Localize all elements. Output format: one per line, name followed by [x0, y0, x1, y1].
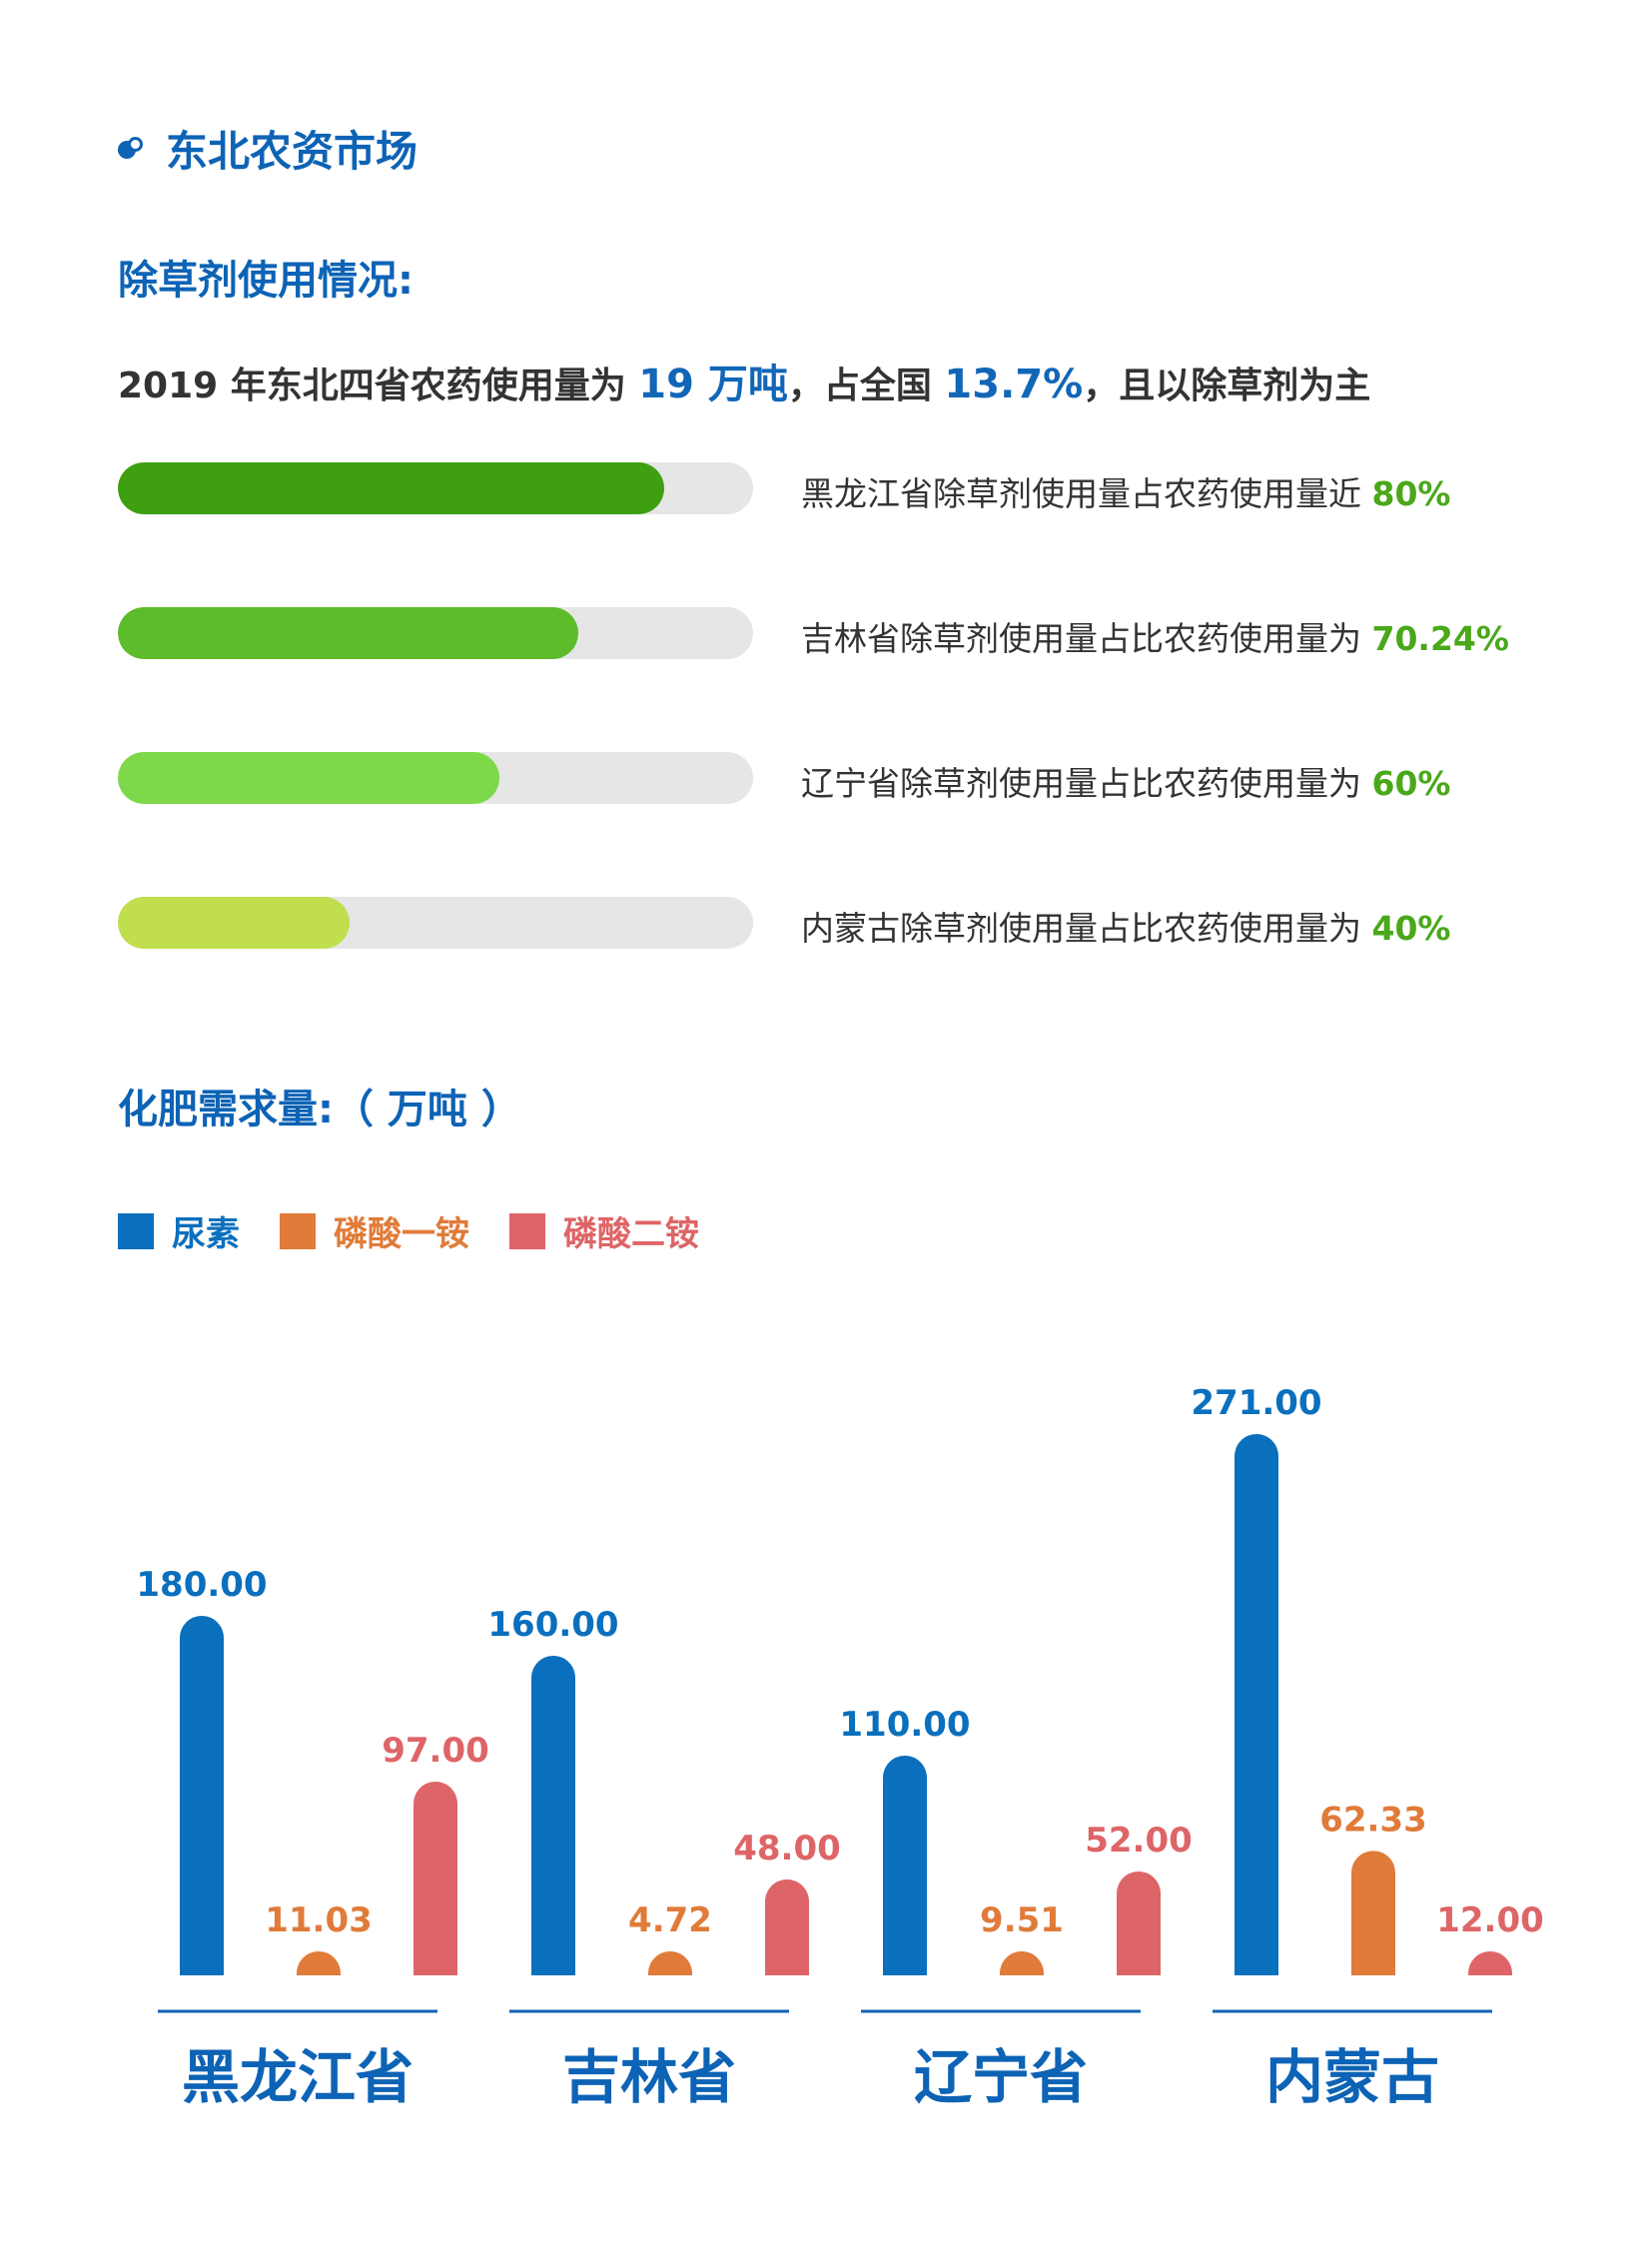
- legend-item-map: 磷酸一铵: [280, 1206, 469, 1255]
- bar-value-label: 48.00: [733, 1829, 841, 1868]
- progress-text: 黑龙江省除草剂使用量占农药使用量近: [801, 474, 1372, 513]
- herbicide-title: 除草剂使用情况:: [118, 258, 413, 304]
- summary-text-2: ，占全国: [787, 366, 945, 406]
- progress-track-neimenggu: [118, 897, 753, 949]
- bar-value-label: 52.00: [1085, 1821, 1193, 1861]
- summary-text-1: 2019 年东北四省农药使用量为: [118, 366, 639, 406]
- bar-value-label: 180.00: [136, 1565, 267, 1605]
- progress-label-heilongjiang: 黑龙江省除草剂使用量占农药使用量近 80%: [801, 467, 1451, 515]
- fertilizer-bar-chart: 180.00 11.03 97.00 黑龙江省 160.00 4.72 48.00 吉林省 11…: [136, 1383, 1544, 2111]
- bar-value-label: 62.33: [1319, 1800, 1427, 1840]
- progress-track-jilin: [118, 607, 753, 659]
- bar-value-label: 12.00: [1436, 1900, 1544, 1940]
- category-label: 辽宁省: [914, 2043, 1088, 2111]
- summary-value-share: 13.7%: [944, 362, 1084, 407]
- category-label: 吉林省: [562, 2043, 736, 2111]
- bullet-dot-icon: [118, 135, 146, 163]
- legend-item-dap: 磷酸二铵: [509, 1206, 699, 1255]
- progress-track-heilongjiang: [118, 462, 753, 514]
- bar-value-label: 160.00: [487, 1605, 618, 1645]
- bar-2-1: [1000, 1951, 1044, 1975]
- bar-value-label: 97.00: [382, 1731, 489, 1771]
- progress-fill-neimenggu: [118, 897, 351, 949]
- bar-value-label: 110.00: [839, 1705, 970, 1745]
- section-header: 东北农资市场: [118, 118, 417, 179]
- summary-value-tonnage: 19 万吨: [638, 362, 788, 407]
- legend-label: 尿素: [172, 1214, 240, 1254]
- progress-pct: 80%: [1371, 474, 1451, 513]
- legend-swatch: [118, 1212, 154, 1249]
- bar-2-0: [883, 1756, 927, 1975]
- bar-1-0: [531, 1656, 575, 1975]
- bar-3-0: [1235, 1434, 1278, 1975]
- legend-swatch: [509, 1212, 545, 1249]
- progress-fill-heilongjiang: [118, 462, 664, 514]
- bar-0-1: [297, 1951, 341, 1975]
- progress-label-neimenggu: 内蒙古除草剂使用量占比农药使用量为 40%: [801, 902, 1451, 950]
- section-title: 东北农资市场: [166, 127, 418, 176]
- legend-item-urea: 尿素: [118, 1206, 240, 1255]
- legend-label: 磷酸二铵: [563, 1214, 699, 1254]
- progress-pct: 70.24%: [1371, 619, 1509, 658]
- progress-text: 吉林省除草剂使用量占比农药使用量为: [801, 619, 1372, 658]
- chart-legend: 尿素 磷酸一铵 磷酸二铵: [118, 1206, 739, 1255]
- category-label: 黑龙江省: [182, 2043, 413, 2111]
- bar-value-label: 4.72: [628, 1900, 712, 1940]
- bar-3-2: [1468, 1951, 1512, 1975]
- legend-label: 磷酸一铵: [334, 1214, 469, 1254]
- progress-track-liaoning: [118, 752, 753, 804]
- progress-pct: 60%: [1371, 764, 1451, 803]
- category-label: 内蒙古: [1265, 2043, 1439, 2111]
- progress-text: 内蒙古除草剂使用量占比农药使用量为: [801, 909, 1372, 948]
- progress-text: 辽宁省除草剂使用量占比农药使用量为: [801, 764, 1372, 803]
- legend-swatch: [280, 1212, 316, 1249]
- bar-0-0: [180, 1616, 224, 1975]
- bar-0-2: [413, 1782, 457, 1975]
- bar-1-1: [648, 1951, 692, 1975]
- herbicide-summary: 2019 年东北四省农药使用量为 19 万吨，占全国 13.7%，且以除草剂为主: [118, 352, 1370, 409]
- bar-value-label: 11.03: [265, 1900, 373, 1940]
- bar-3-1: [1351, 1851, 1395, 1975]
- progress-label-liaoning: 辽宁省除草剂使用量占比农药使用量为 60%: [801, 757, 1451, 805]
- bar-1-2: [765, 1879, 809, 1975]
- bar-value-label: 271.00: [1191, 1383, 1321, 1423]
- progress-fill-jilin: [118, 607, 579, 659]
- bar-value-label: 9.51: [980, 1900, 1064, 1940]
- bar-2-2: [1117, 1871, 1161, 1975]
- summary-text-3: ，且以除草剂为主: [1083, 366, 1371, 406]
- progress-fill-liaoning: [118, 752, 499, 804]
- progress-pct: 40%: [1371, 909, 1451, 948]
- fertilizer-title: 化肥需求量:（ 万吨 ）: [118, 1087, 521, 1132]
- progress-label-jilin: 吉林省除草剂使用量占比农药使用量为 70.24%: [801, 612, 1509, 660]
